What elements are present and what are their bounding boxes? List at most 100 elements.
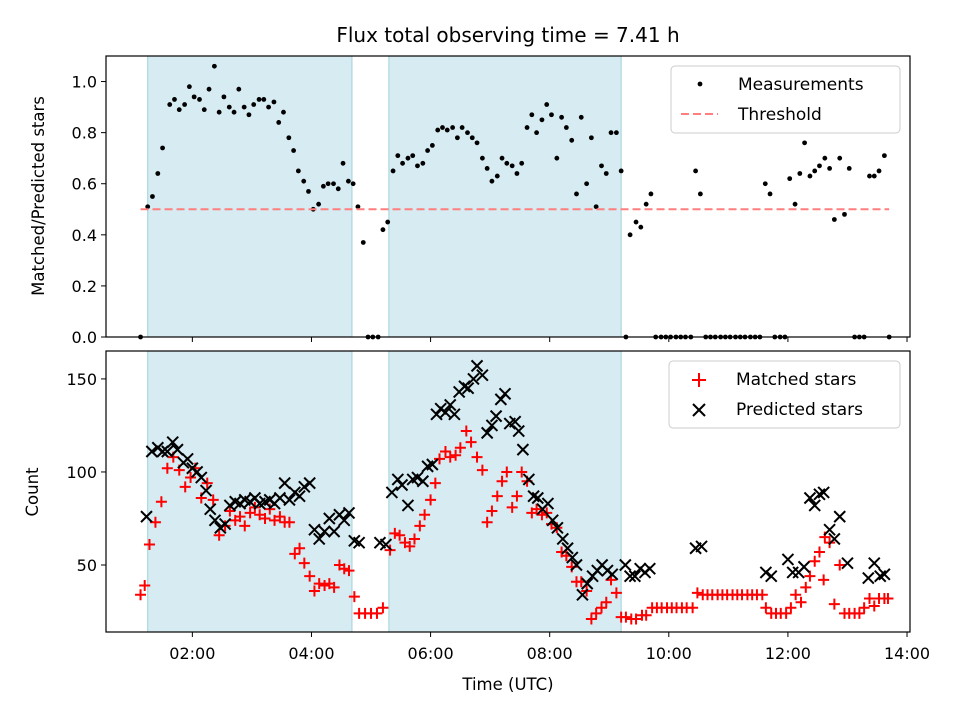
point-predicted-stars: [808, 499, 821, 512]
point-predicted-stars: [401, 499, 415, 512]
point-measurements: [563, 125, 569, 130]
point-matched-stars: [496, 475, 508, 487]
point-matched-stars: [834, 559, 846, 571]
point-predicted-stars: [841, 556, 854, 570]
shaded-interval: [388, 350, 622, 633]
point-predicted-stars: [623, 569, 637, 583]
point-predicted-stars: [628, 569, 642, 583]
point-measurements: [167, 102, 173, 107]
point-measurements: [256, 97, 262, 102]
point-matched-stars: [868, 600, 880, 612]
point-matched-stars: [450, 449, 462, 461]
point-measurements: [578, 114, 584, 120]
point-matched-stars: [414, 520, 426, 532]
point-matched-stars: [207, 494, 219, 506]
point-measurements: [584, 181, 590, 187]
point-measurements: [221, 94, 227, 100]
point-measurements: [160, 145, 165, 151]
y-tick-label: 0.0: [72, 328, 97, 347]
point-predicted-stars: [512, 424, 525, 438]
point-predicted-stars: [833, 510, 846, 523]
point-predicted-stars: [199, 484, 213, 497]
point-measurements: [415, 163, 420, 169]
point-matched-stars: [425, 494, 437, 506]
point-measurements: [236, 86, 242, 92]
point-measurements: [529, 112, 535, 118]
point-measurements: [867, 173, 872, 179]
point-measurements: [241, 104, 247, 110]
point-measurements: [627, 232, 633, 238]
point-measurements: [331, 181, 336, 187]
point-predicted-stars: [195, 471, 208, 484]
point-measurements: [608, 130, 614, 136]
point-matched-stars: [434, 453, 446, 465]
point-measurements: [693, 168, 698, 174]
p0-xticks: [191, 337, 908, 342]
legend-measurements-label: Measurements: [738, 75, 864, 95]
top-panel: 0.0 0.2 0.4 0.6 0.8 1.0 Matched/Predicted sta…: [29, 55, 911, 347]
point-measurements: [211, 63, 217, 69]
p1-shaded-regions: [147, 350, 622, 633]
point-predicted-stars: [862, 571, 875, 585]
point-predicted-stars: [541, 497, 555, 510]
point-measurements: [539, 117, 545, 123]
point-matched-stars: [439, 445, 451, 457]
point-predicted-stars: [781, 553, 795, 566]
point-measurements: [588, 135, 594, 141]
point-matched-stars: [858, 602, 870, 614]
point-predicted-stars: [145, 445, 159, 458]
point-measurements: [316, 201, 322, 207]
point-measurements: [762, 181, 768, 187]
point-matched-stars: [620, 611, 632, 623]
point-predicted-stars: [298, 480, 311, 494]
point-predicted-stars: [204, 502, 217, 516]
point-predicted-stars: [786, 566, 799, 579]
point-predicted-stars: [385, 486, 399, 499]
point-matched-stars: [389, 527, 401, 539]
point-measurements: [603, 171, 609, 176]
point-predicted-stars: [342, 506, 356, 520]
point-measurements: [301, 178, 307, 184]
point-measurements: [266, 104, 271, 110]
point-measurements: [479, 155, 485, 161]
point-measurements: [643, 201, 649, 207]
point-measurements: [429, 143, 435, 148]
point-measurements: [395, 153, 401, 159]
point-predicted-stars: [531, 491, 544, 505]
point-matched-stars: [234, 511, 246, 523]
point-measurements: [697, 191, 703, 197]
point-measurements: [489, 178, 495, 184]
point-matched-stars: [338, 563, 350, 575]
point-measurements: [150, 194, 155, 199]
y-tick-label: 50: [77, 556, 97, 575]
point-measurements: [226, 104, 232, 110]
y-tick-label: 0.8: [72, 124, 97, 143]
point-predicted-stars: [619, 558, 632, 572]
point-matched-stars: [818, 574, 830, 586]
legend-matched-label: Matched stars: [736, 370, 856, 390]
point-matched-stars: [760, 602, 772, 614]
point-matched-stars: [404, 540, 416, 552]
point-measurements: [831, 217, 837, 222]
point-matched-stars: [143, 539, 155, 551]
point-measurements: [648, 191, 654, 197]
point-measurements: [822, 155, 828, 161]
point-measurements: [201, 107, 207, 113]
legend-predicted-marker: [692, 403, 706, 417]
point-matched-stars: [471, 451, 483, 463]
point-matched-stars: [179, 481, 191, 493]
point-measurements: [569, 137, 575, 143]
point-predicted-stars: [485, 419, 499, 432]
point-predicted-stars: [546, 514, 559, 527]
point-predicted-stars: [448, 408, 461, 421]
point-predicted-stars: [823, 523, 836, 536]
y-tick-label: 1.0: [72, 73, 97, 92]
point-predicted-stars: [273, 491, 287, 505]
point-predicted-stars: [308, 523, 321, 536]
point-measurements: [787, 176, 793, 182]
point-measurements: [425, 148, 430, 153]
point-measurements: [155, 171, 161, 176]
point-matched-stars: [804, 570, 816, 582]
point-measurements: [876, 168, 882, 174]
